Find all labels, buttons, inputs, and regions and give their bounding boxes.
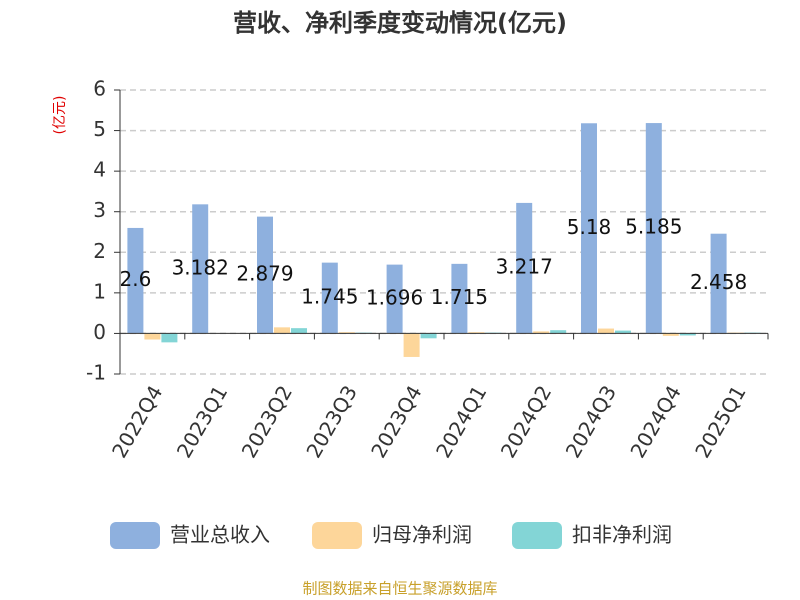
x-tick-label: 2024Q2 [496,381,556,462]
y-tick-label: 3 [93,198,106,222]
legend-label: 归母净利润 [372,523,472,547]
bar [127,227,144,334]
x-tick-label: 2024Q4 [625,381,685,462]
bar [645,123,662,334]
bar [291,328,307,334]
bar [403,333,420,357]
y-tick-label: 6 [93,77,106,101]
legend-swatch [110,522,160,549]
source-note: 制图数据来自恒生聚源数据库 [302,580,497,598]
x-tick-label: 2024Q3 [561,381,621,462]
bar [516,202,533,334]
legend-swatch [312,522,362,549]
data-label: 2.6 [119,267,151,291]
bar [161,333,178,343]
y-tick-label: 2 [93,239,106,263]
bar [468,332,485,334]
bar [386,264,403,334]
bar [420,333,437,339]
bar [451,263,468,334]
bar [533,331,550,334]
y-tick-label: 0 [93,320,106,344]
bar [321,262,338,334]
y-tick-label: 4 [93,158,106,182]
data-label: 1.745 [301,285,358,309]
data-label: 2.458 [690,270,747,294]
bar [192,204,209,334]
bar [615,330,631,334]
y-axis-label: (亿元) [52,96,68,135]
bar [257,216,273,334]
data-label: 2.879 [236,262,293,286]
x-tick-label: 2023Q1 [172,381,232,462]
bar [338,332,355,334]
data-label: 5.185 [625,215,682,239]
x-tick-label: 2022Q4 [107,381,167,462]
bar [144,333,161,340]
bar [710,233,727,334]
bar [550,330,567,334]
data-label: 5.18 [567,215,612,239]
y-tick-label: 1 [93,279,106,303]
x-tick-label: 2025Q1 [690,381,750,462]
bar [662,333,679,336]
data-label: 1.696 [366,286,423,310]
y-tick-label: -1 [86,361,106,385]
x-tick-label: 2023Q4 [366,381,426,462]
data-label: 3.182 [172,255,229,279]
bar [679,333,696,336]
y-tick-label: 5 [93,117,106,141]
legend-swatch [512,522,562,549]
bar [274,327,290,334]
x-tick-label: 2023Q3 [301,381,361,462]
legend-label: 扣非净利润 [572,523,672,547]
x-tick-label: 2023Q2 [237,381,297,462]
bar [598,328,614,334]
data-label: 3.217 [496,255,553,279]
x-tick-label: 2024Q1 [431,381,491,462]
chart-title: 营收、净利季度变动情况(亿元) [233,9,567,37]
legend-label: 营业总收入 [170,523,270,547]
bar [581,123,597,334]
data-label: 1.715 [431,285,488,309]
